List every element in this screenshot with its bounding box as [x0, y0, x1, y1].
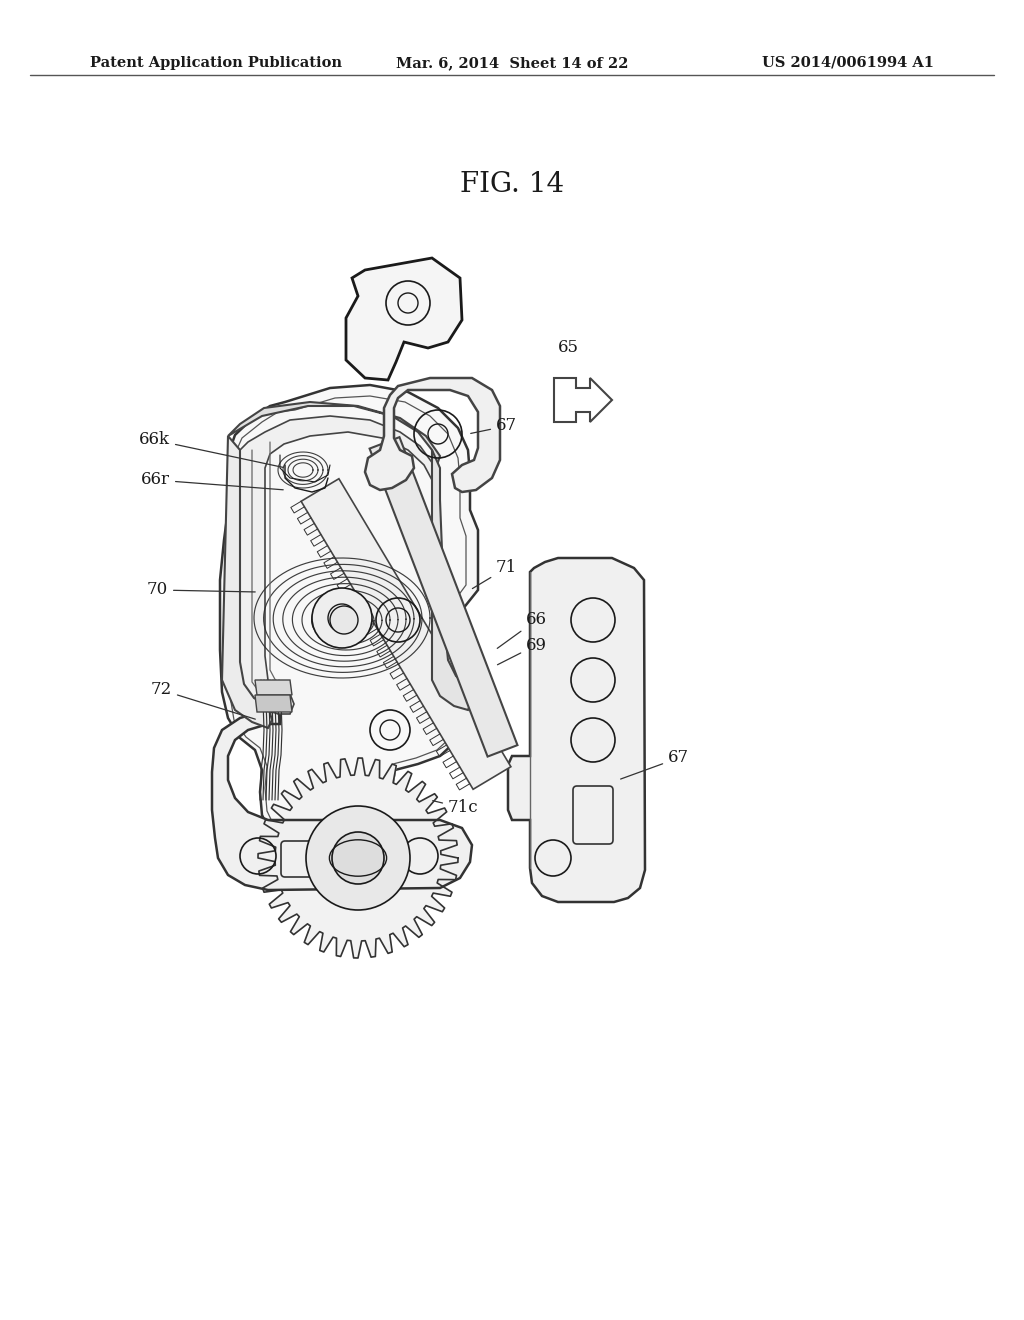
- Circle shape: [332, 832, 384, 884]
- Text: 69: 69: [498, 636, 547, 665]
- Polygon shape: [228, 403, 440, 469]
- Polygon shape: [554, 378, 612, 422]
- Polygon shape: [508, 558, 645, 902]
- Text: 70: 70: [146, 582, 255, 598]
- Circle shape: [312, 587, 372, 648]
- Text: 71c: 71c: [433, 800, 478, 817]
- Polygon shape: [258, 758, 458, 958]
- Text: US 2014/0061994 A1: US 2014/0061994 A1: [762, 55, 934, 70]
- Polygon shape: [240, 416, 438, 714]
- Polygon shape: [432, 450, 472, 710]
- Text: 72: 72: [151, 681, 255, 719]
- Text: 66k: 66k: [139, 432, 284, 467]
- Polygon shape: [346, 257, 462, 380]
- Polygon shape: [365, 378, 500, 492]
- Polygon shape: [222, 436, 272, 729]
- Text: 65: 65: [558, 339, 579, 356]
- Text: FIG. 14: FIG. 14: [460, 172, 564, 198]
- Circle shape: [330, 606, 358, 634]
- Polygon shape: [370, 437, 517, 756]
- Polygon shape: [220, 385, 478, 858]
- Polygon shape: [255, 696, 292, 711]
- Polygon shape: [301, 479, 511, 789]
- Text: 67: 67: [621, 750, 689, 779]
- Text: 67: 67: [471, 417, 517, 434]
- Circle shape: [306, 807, 410, 909]
- Text: Mar. 6, 2014  Sheet 14 of 22: Mar. 6, 2014 Sheet 14 of 22: [395, 55, 629, 70]
- Text: 66: 66: [498, 611, 547, 648]
- Text: 71: 71: [472, 560, 517, 589]
- Text: 66r: 66r: [141, 471, 284, 490]
- Text: Patent Application Publication: Patent Application Publication: [90, 55, 342, 70]
- Polygon shape: [255, 680, 292, 696]
- Polygon shape: [212, 711, 472, 890]
